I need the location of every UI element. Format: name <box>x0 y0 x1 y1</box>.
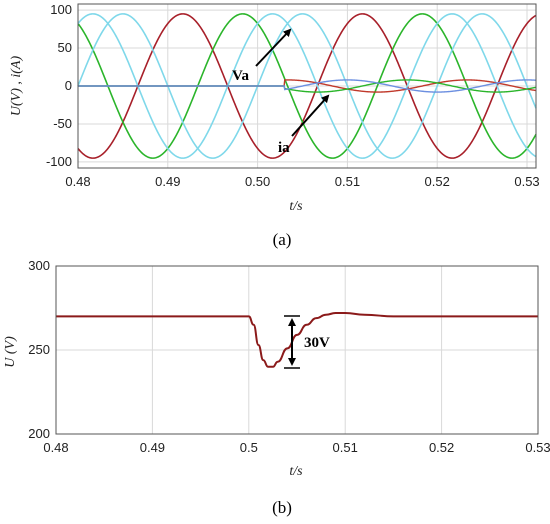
panel-b-x-label: t/s <box>289 464 303 479</box>
voltage-series-line <box>77 13 537 159</box>
y-tick-label: 300 <box>28 258 50 273</box>
y-tick-label: -100 <box>46 154 72 169</box>
panel-b-grid <box>55 265 539 435</box>
caption-b: (b) <box>272 498 292 517</box>
y-tick-label: 100 <box>50 2 72 17</box>
panel-a-series <box>77 13 537 159</box>
x-tick-label: 0.49 <box>155 174 180 189</box>
panel-b-y-ticks: 300 250 200 <box>28 258 50 441</box>
x-tick-label: 0.52 <box>429 440 454 455</box>
panel-a-x-ticks: 0.48 0.49 0.50 0.51 0.52 0.53 <box>65 174 539 189</box>
x-tick-label: 0.51 <box>333 440 358 455</box>
x-tick-label: 0.50 <box>245 174 270 189</box>
x-tick-label: 0.52 <box>425 174 450 189</box>
y-tick-label: -50 <box>53 116 72 131</box>
dc-voltage-series-line <box>56 312 538 368</box>
current-series-line <box>78 79 537 93</box>
delta-annotation: 30V <box>304 335 330 351</box>
x-tick-label: 0.51 <box>335 174 360 189</box>
y-tick-label: 50 <box>58 40 72 55</box>
x-tick-label: 0.48 <box>65 174 90 189</box>
voltage-series-line <box>77 13 537 159</box>
panel-a-x-label: t/s <box>289 199 303 214</box>
panel-b-y-label: U (V) <box>3 336 18 368</box>
x-tick-label: 0.53 <box>514 174 539 189</box>
voltage-series-line <box>77 13 537 159</box>
panel-b-series <box>56 312 538 368</box>
y-tick-label: 200 <box>28 426 50 441</box>
y-tick-label: 0 <box>65 78 72 93</box>
va-arrow <box>255 28 292 67</box>
y-tick-label: 250 <box>28 342 50 357</box>
x-tick-label: 0.48 <box>43 440 68 455</box>
panel-a-y-label: U(V) , i(A) <box>9 56 24 117</box>
panel-b-frame <box>55 265 539 435</box>
ia-arrow <box>291 94 330 137</box>
va-annotation: Va <box>232 68 249 84</box>
panel-a-frame <box>77 3 537 169</box>
ia-annotation: ia <box>278 140 290 156</box>
panel-b-x-ticks: 0.48 0.49 0.5 0.51 0.52 0.53 <box>43 440 550 455</box>
x-tick-label: 0.5 <box>240 440 258 455</box>
x-tick-label: 0.53 <box>525 440 550 455</box>
voltage-series-line <box>77 13 537 159</box>
panel-b-chart: 0.48 0.49 0.5 0.51 0.52 0.53 300 250 200 t/s U … <box>3 258 550 517</box>
caption-a: (a) <box>273 230 292 249</box>
x-tick-label: 0.49 <box>140 440 165 455</box>
panel-a-y-ticks: 100 50 0 -50 -100 <box>46 2 72 169</box>
panel-a-chart: 0.48 0.49 0.50 0.51 0.52 0.53 100 50 0 -50 -100 t… <box>0 0 550 260</box>
